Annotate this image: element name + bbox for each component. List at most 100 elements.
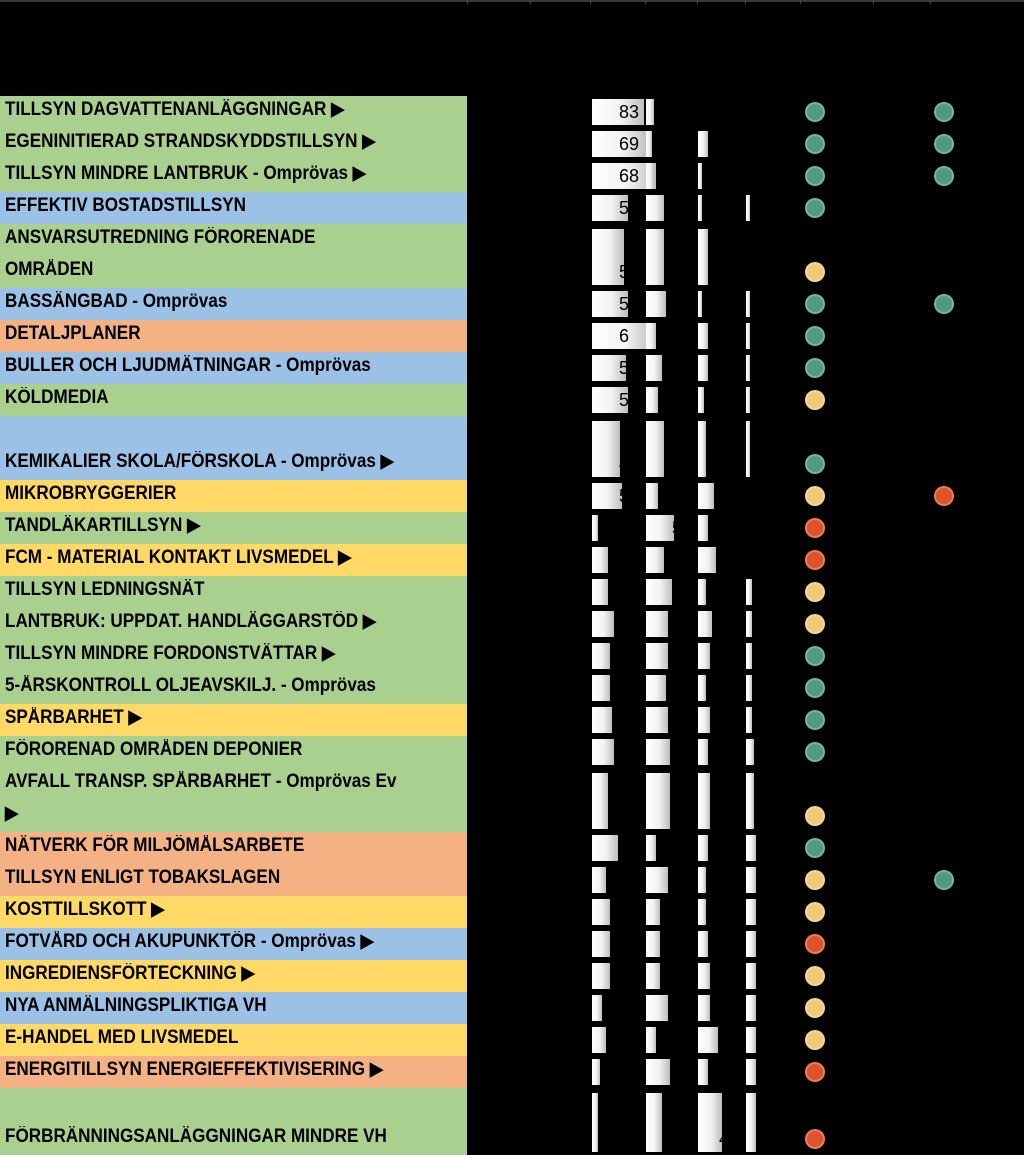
data-bar	[698, 963, 710, 989]
data-bar	[592, 579, 608, 605]
table-row: FÖRORENAD OMRÅDEN DEPONIER	[0, 736, 1024, 768]
yellow-status-dot	[805, 806, 825, 826]
cell-value: 5	[619, 198, 630, 218]
data-bar	[698, 229, 708, 285]
data-bar	[698, 643, 710, 669]
data-bar	[646, 547, 664, 573]
cell-value: 83	[619, 102, 640, 122]
table-row: FCM - MATERIAL KONTAKT LIVSMEDEL ▶	[0, 544, 1024, 576]
green-status-dot	[805, 166, 825, 186]
green-status-dot	[805, 678, 825, 698]
data-bar	[746, 675, 752, 701]
red-status-dot	[805, 550, 825, 570]
yellow-status-dot	[805, 390, 825, 410]
row-label: KOSTTILLSKOTT ▶	[0, 896, 467, 928]
data-bar	[698, 483, 714, 509]
table-row: TILLSYN LEDNINGSNÄT	[0, 576, 1024, 608]
row-label: TILLSYN ENLIGT TOBAKSLAGEN	[0, 864, 467, 896]
table-row: KEMIKALIER SKOLA/FÖRSKOLA - Omprövas ▶ 4	[0, 416, 1024, 480]
yellow-status-dot	[805, 902, 825, 922]
table-row: KÖLDMEDIA 5	[0, 384, 1024, 416]
data-bar	[698, 995, 710, 1021]
data-bar	[646, 1059, 670, 1085]
data-bar	[646, 1093, 662, 1152]
data-bar	[746, 835, 756, 861]
green-status-dot	[934, 294, 954, 314]
table-row: TILLSYN ENLIGT TOBAKSLAGEN	[0, 864, 1024, 896]
data-bar	[646, 421, 664, 477]
green-status-dot	[805, 102, 825, 122]
data-bar	[592, 515, 598, 541]
column-divider	[930, 0, 931, 4]
yellow-status-dot	[805, 614, 825, 634]
data-bar	[746, 773, 754, 829]
data-bar	[698, 611, 712, 637]
header-border	[0, 0, 1024, 2]
data-bar	[646, 1027, 656, 1053]
data-bar	[592, 835, 618, 861]
data-bar	[698, 291, 702, 317]
row-label: TILLSYN MINDRE FORDONSTVÄTTAR ▶	[0, 640, 467, 672]
table-row: EFFEKTIV BOSTADSTILLSYN 5	[0, 192, 1024, 224]
green-status-dot	[805, 198, 825, 218]
cell-value: 68	[619, 166, 640, 186]
column-divider	[530, 0, 531, 4]
data-bar	[592, 421, 620, 477]
data-bar	[746, 611, 752, 637]
data-bar	[646, 387, 658, 413]
data-bar	[646, 579, 672, 605]
table-row: E-HANDEL MED LIVSMEDEL	[0, 1024, 1024, 1056]
data-bar	[592, 1093, 598, 1152]
data-bar	[698, 195, 702, 221]
data-bar	[646, 899, 660, 925]
row-label: SPÅRBARHET ▶	[0, 704, 467, 736]
row-label: 5-ÅRSKONTROLL OLJEAVSKILJ. - Omprövas	[0, 672, 467, 704]
column-divider	[467, 0, 468, 4]
cell-value: 5	[619, 518, 630, 538]
data-bar	[592, 1027, 606, 1053]
data-bar	[646, 995, 668, 1021]
data-bar	[698, 835, 708, 861]
data-bar	[592, 739, 614, 765]
column-divider	[645, 0, 646, 4]
data-bar	[592, 675, 610, 701]
data-bar	[592, 131, 648, 157]
yellow-status-dot	[805, 870, 825, 890]
red-status-dot	[805, 1062, 825, 1082]
data-bar	[646, 483, 658, 509]
cell-value: 5	[619, 358, 630, 378]
data-bar	[592, 387, 628, 413]
yellow-status-dot	[805, 998, 825, 1018]
data-bar	[646, 131, 652, 157]
row-label: TANDLÄKARTILLSYN ▶	[0, 512, 467, 544]
data-bar	[746, 195, 750, 221]
row-label: FÖRBRÄNNINGSANLÄGGNINGAR MINDRE VH	[0, 1088, 467, 1155]
red-status-dot	[805, 934, 825, 954]
data-bar	[646, 773, 670, 829]
row-label: KEMIKALIER SKOLA/FÖRSKOLA - Omprövas ▶	[0, 416, 467, 480]
row-label: EFFEKTIV BOSTADSTILLSYN	[0, 192, 467, 224]
yellow-status-dot	[805, 486, 825, 506]
data-bar	[698, 387, 704, 413]
data-bar	[746, 931, 756, 957]
data-bar	[592, 899, 610, 925]
data-bar	[646, 229, 664, 285]
data-bar	[592, 611, 614, 637]
table-row: ENERGITILLSYN ENERGIEFFEKTIVISERING ▶	[0, 1056, 1024, 1088]
red-status-dot	[805, 518, 825, 538]
data-bar	[698, 323, 708, 349]
column-divider	[697, 0, 698, 4]
table-row: NÄTVERK FÖR MILJÖMÅLSARBETE	[0, 832, 1024, 864]
table-row: EGENINITIERAD STRANDSKYDDSTILLSYN ▶ 69	[0, 128, 1024, 160]
green-status-dot	[934, 870, 954, 890]
green-status-dot	[805, 646, 825, 666]
data-bar	[698, 867, 706, 893]
green-status-dot	[805, 358, 825, 378]
table-row: BULLER OCH LJUDMÄTNINGAR - Omprövas 5	[0, 352, 1024, 384]
data-bar	[592, 643, 610, 669]
data-bar	[746, 421, 750, 477]
table-row: FOTVÅRD OCH AKUPUNKTÖR - Omprövas ▶	[0, 928, 1024, 960]
data-bar	[646, 291, 666, 317]
data-bar	[592, 707, 612, 733]
table-row: SPÅRBARHET ▶	[0, 704, 1024, 736]
